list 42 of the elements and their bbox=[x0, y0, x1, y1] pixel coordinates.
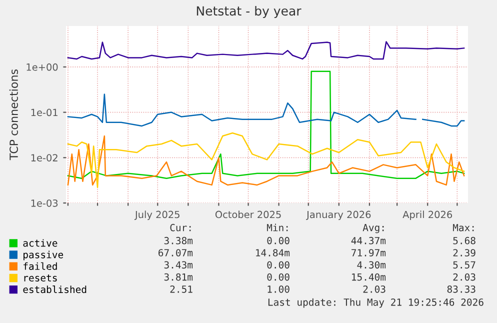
legend-label: active bbox=[23, 239, 58, 247]
text: 1.00 bbox=[268, 285, 290, 293]
legend-label: established bbox=[23, 286, 86, 294]
x-tick-label: October 2025 bbox=[215, 210, 281, 218]
text: Avg: bbox=[362, 224, 384, 234]
x-tick-label: April 2026 bbox=[402, 210, 452, 220]
text: 0.00 bbox=[267, 261, 290, 269]
text: Cur: bbox=[170, 224, 191, 232]
text: 71.97m bbox=[352, 249, 386, 256]
y-tick-label: 1e+00 bbox=[26, 63, 58, 71]
text: Max: bbox=[452, 224, 474, 232]
text: 67.07m bbox=[158, 249, 193, 256]
text: Min: bbox=[266, 224, 288, 232]
text: 2.03 bbox=[453, 273, 476, 281]
text: 2.03 bbox=[363, 285, 386, 293]
text: 4.30m bbox=[357, 261, 386, 269]
legend-label: resets bbox=[24, 274, 57, 282]
text: 5.68 bbox=[453, 236, 476, 244]
text: 3.43m bbox=[164, 261, 193, 269]
text: 14.84m bbox=[256, 249, 290, 256]
legend-label: passive bbox=[24, 250, 64, 260]
text: 0.00 bbox=[267, 273, 290, 281]
y-tick-label: 1e-02 bbox=[31, 154, 58, 162]
legend-label: failed bbox=[24, 262, 57, 270]
text: 15.40m bbox=[352, 273, 386, 281]
text: 2.51 bbox=[170, 285, 192, 293]
text: 5.57 bbox=[453, 261, 476, 269]
line-series bbox=[67, 70, 465, 179]
text: 44.37m bbox=[351, 236, 386, 244]
y-tick-label: 1e-01 bbox=[31, 108, 58, 116]
text: 3.81m bbox=[164, 273, 193, 281]
line-series bbox=[67, 41, 465, 60]
text: 83.33 bbox=[447, 285, 476, 293]
x-tick-label: January 2026 bbox=[306, 210, 371, 220]
text: 2.39 bbox=[453, 249, 476, 256]
text: 3.38m bbox=[164, 236, 193, 244]
x-tick-label: July 2025 bbox=[134, 210, 180, 220]
y-tick-label: 1e-03 bbox=[31, 199, 58, 207]
text: Last update: Thu May 21 19:25:46 2026 bbox=[268, 298, 484, 308]
y-axis-title: TCP connections bbox=[9, 69, 18, 160]
chart-title: Netstat - by year bbox=[196, 6, 302, 18]
text: 0.00 bbox=[267, 236, 290, 244]
